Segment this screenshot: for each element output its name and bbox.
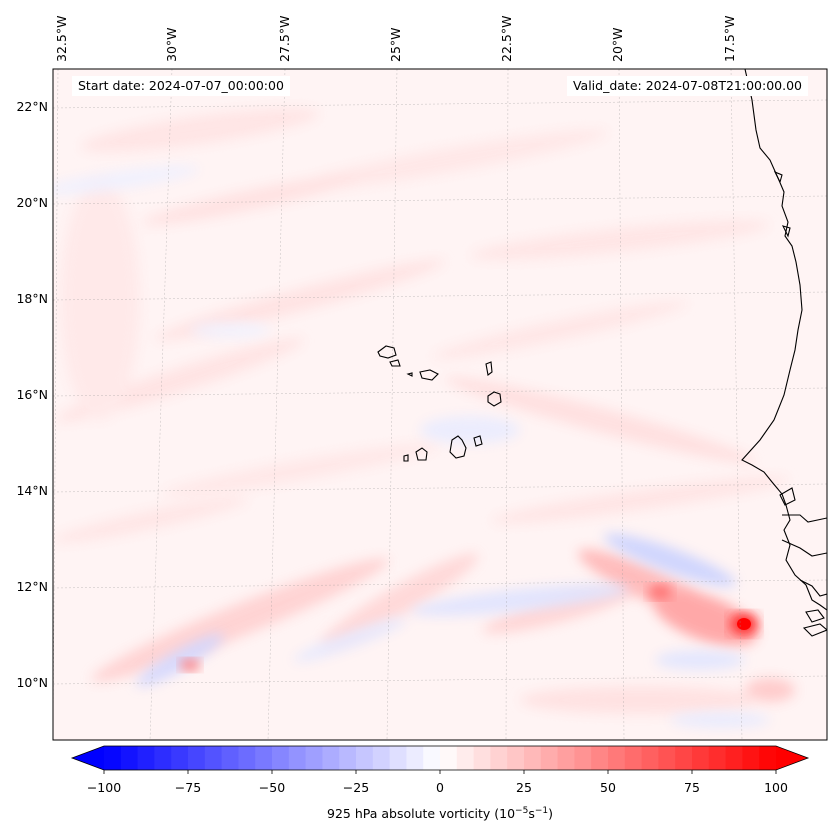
coastline [741,69,827,637]
lon-label: 22.5°W [499,16,514,62]
colorbar-segment [641,746,659,770]
colorbar-segment [473,746,491,770]
colorbar-segment [490,746,508,770]
colorbar-segment [675,746,693,770]
colorbar-segment [255,746,273,770]
colorbar-tick-label: −50 [258,780,286,795]
colorbar-segment [406,746,424,770]
lon-label: 17.5°W [722,16,737,62]
lon-label: 25°W [388,27,403,62]
lat-labels: 22°N 20°N 18°N 16°N 14°N 12°N 10°N [16,99,48,690]
gridlines [53,69,827,740]
lon-label: 20°W [610,27,625,62]
colorbar-segment [708,746,727,770]
colorbar-tick-label: −100 [86,780,122,795]
lon-label: 32.5°W [54,16,69,62]
colorbar-tick-label: −75 [174,780,202,795]
colorbar-segment [440,746,458,770]
colorbar-extend-max [776,746,808,770]
colorbar-tick-label: 75 [684,780,700,795]
colorbar-segment [540,746,559,770]
colorbar-segment [725,746,743,770]
colorbar-segment [372,746,391,770]
map-frame [52,68,828,741]
colorbar-segment [389,746,407,770]
colorbar-label: 925 hPa absolute vorticity (10−5s−1) [326,806,554,822]
colorbar-segment [104,746,122,770]
colorbar-segment [204,746,223,770]
colorbar-segment [322,746,340,770]
colorbar-segment [524,746,542,770]
lat-label: 20°N [16,195,48,210]
lat-label: 12°N [16,579,48,594]
colorbar-segment [658,746,676,770]
colorbar-segment [742,746,760,770]
start-date-label: Start date: 2024-07-07_00:00:00 [72,76,290,96]
colorbar [70,745,810,774]
colorbar-tick-label: 50 [600,780,616,795]
lat-label: 16°N [16,387,48,402]
colorbar-segment [339,746,357,770]
colorbar-segment [288,746,307,770]
lon-label: 30°W [164,27,179,62]
colorbar-segment [692,746,710,770]
lat-label: 10°N [16,675,48,690]
lat-label: 22°N [16,99,48,114]
valid-date-label: Valid_date: 2024-07-08T21:00:00.00 [566,76,808,96]
colorbar-segment [423,746,441,770]
lat-label: 18°N [16,291,48,306]
colorbar-segment [759,746,777,770]
colorbar-segment [171,746,189,770]
colorbar-segment [456,746,475,770]
colorbar-tick-label: −25 [342,780,370,795]
colorbar-segment [557,746,575,770]
lon-label: 27.5°W [277,16,292,62]
cape-verde-islands [377,345,502,462]
lat-label: 14°N [16,483,48,498]
colorbar-segment [356,746,374,770]
colorbar-segment [120,746,139,770]
colorbar-segment [188,746,206,770]
colorbar-segment [624,746,643,770]
colorbar-segment [305,746,323,770]
vorticity-field [53,69,827,740]
colorbar-tick-label: 25 [516,780,532,795]
colorbar-segment [154,746,172,770]
colorbar-segment [221,746,239,770]
colorbar-extend-min [72,746,104,770]
colorbar-segment [137,746,155,770]
colorbar-segment [608,746,626,770]
lon-labels: 32.5°W 30°W 27.5°W 25°W 22.5°W 20°W 17.5… [54,16,737,62]
colorbar-segment [238,746,256,770]
colorbar-segment [272,746,290,770]
colorbar-segment [574,746,592,770]
colorbar-segment [507,746,525,770]
colorbar-tick-label: 0 [436,780,444,795]
colorbar-tick-label: 100 [764,780,788,795]
colorbar-segment [591,746,609,770]
